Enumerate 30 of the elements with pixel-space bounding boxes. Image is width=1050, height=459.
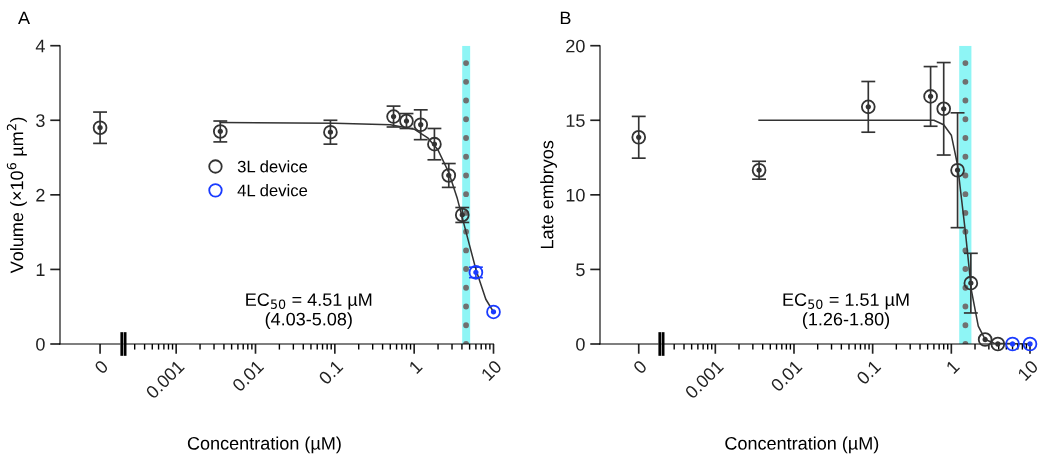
x-tick-label: 1	[945, 359, 960, 374]
y-axis-title: Late embryos	[540, 140, 557, 249]
chart-title: A	[18, 11, 31, 25]
y-tick-label: 0	[576, 337, 585, 351]
x-tick-label: 1	[408, 359, 423, 374]
y-tick-label: 15	[566, 114, 585, 127]
y-tick-label: 3	[36, 114, 45, 127]
x-tick-label: 0.01	[769, 359, 803, 393]
x-tick-label: 0	[632, 359, 648, 375]
x-axis-title: Concentration (µM)	[725, 436, 879, 454]
legend-label: 3L device	[237, 160, 308, 173]
y-tick-label: 2	[36, 188, 45, 202]
legend-label: 4L device	[237, 184, 308, 197]
y-tick-label: 20	[566, 39, 585, 53]
y-tick-label: 10	[566, 188, 585, 202]
y-tick-label: 0	[36, 337, 45, 351]
y-tick-label: 5	[576, 263, 585, 277]
annotation: EC$_{50}$ = 1.51 µM (1.26-1.80)	[783, 293, 909, 330]
annotation: EC$_{50}$ = 4.51 µM (4.03-5.08)	[246, 293, 372, 330]
x-axis-title: Concentration (µM)	[187, 436, 341, 454]
x-tick-label: 0	[93, 359, 109, 375]
x-tick-label: 0.1	[855, 359, 882, 386]
x-tick-label: 0.01	[231, 359, 265, 393]
x-tick-label: 0.1	[317, 359, 344, 386]
x-tick-label: 10	[480, 359, 503, 382]
y-axis-title: Volume (×10$^{6}$ µm$^{2}$)	[6, 117, 27, 274]
y-tick-label: 4	[35, 39, 45, 53]
chart-title: B	[560, 11, 571, 25]
y-tick-label: 1	[36, 263, 45, 276]
x-tick-label: 10	[1017, 359, 1039, 382]
